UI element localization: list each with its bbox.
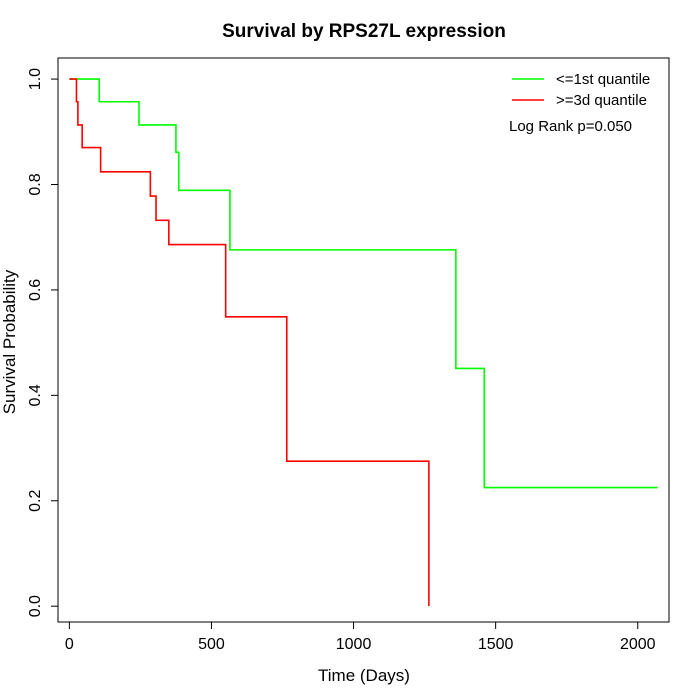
x-tick-label: 0 bbox=[65, 636, 74, 653]
legend-label-1: <=1st quantile bbox=[556, 71, 650, 88]
x-tick-label: 500 bbox=[198, 636, 225, 653]
x-tick-label: 1000 bbox=[336, 636, 372, 653]
log-rank-annotation: Log Rank p=0.050 bbox=[509, 118, 632, 135]
y-axis-label: Survival Probability bbox=[0, 269, 19, 414]
series-layer bbox=[69, 78, 658, 607]
x-axis: 0 500 1000 1500 2000 bbox=[65, 621, 656, 653]
plot-frame bbox=[57, 57, 670, 623]
legend: <=1st quantile >=3d quantile bbox=[512, 71, 650, 109]
y-tick-label: 0.2 bbox=[27, 490, 44, 512]
series-line-2 bbox=[69, 78, 430, 607]
y-tick-label: 0.6 bbox=[27, 279, 44, 301]
chart-title: Survival by RPS27L expression bbox=[222, 21, 506, 42]
y-tick-label: 0.0 bbox=[27, 595, 44, 617]
y-tick-label: 1.0 bbox=[27, 68, 44, 90]
x-tick-label: 1500 bbox=[478, 636, 514, 653]
series-line-1 bbox=[69, 78, 658, 489]
y-tick-label: 0.8 bbox=[27, 173, 44, 195]
x-tick-label: 2000 bbox=[620, 636, 656, 653]
x-axis-label: Time (Days) bbox=[318, 666, 410, 685]
legend-label-2: >=3d quantile bbox=[556, 92, 647, 109]
y-tick-label: 0.4 bbox=[27, 384, 44, 406]
y-axis: 0.0 0.2 0.4 0.6 0.8 1.0 bbox=[27, 68, 59, 617]
